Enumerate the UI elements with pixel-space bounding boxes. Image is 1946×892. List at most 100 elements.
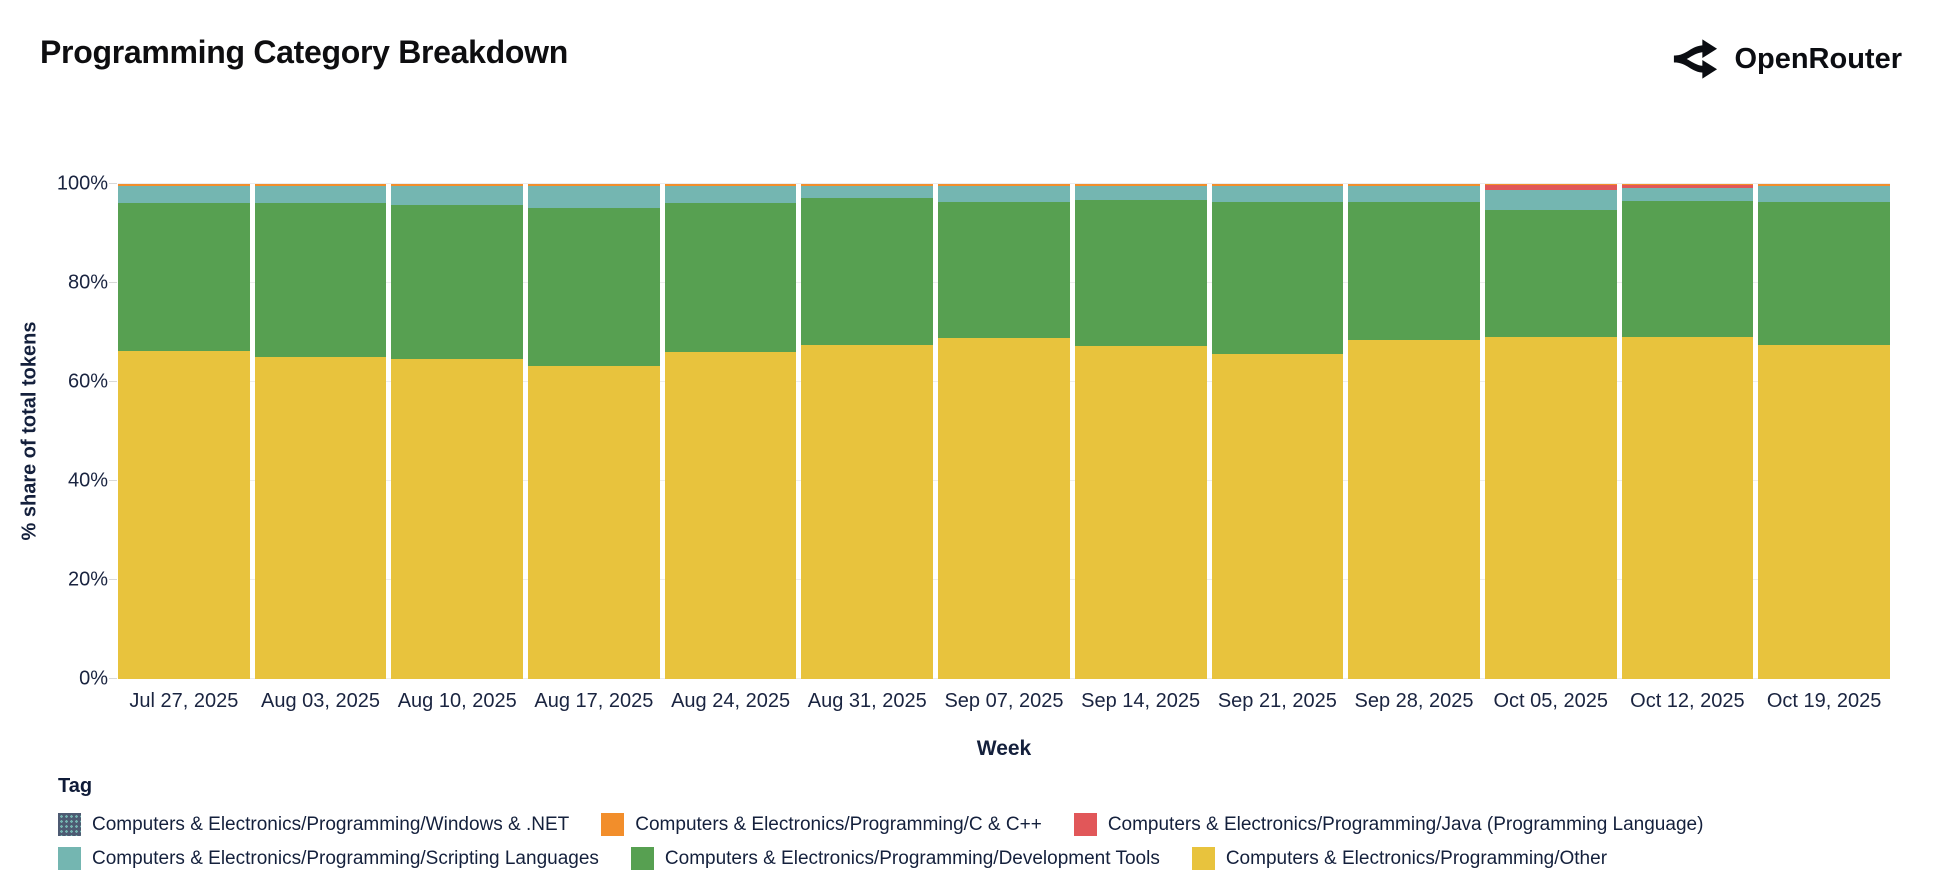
bar-segment[interactable] [1348, 184, 1480, 186]
bar-oct-19-2025[interactable] [1758, 184, 1890, 679]
page-title: Programming Category Breakdown [40, 34, 569, 70]
bar-segment[interactable] [1348, 185, 1480, 202]
legend: Tag Computers & Electronics/Programming/… [58, 775, 1703, 881]
bar-segment[interactable] [1758, 345, 1890, 679]
bar-sep-14-2025[interactable] [1074, 184, 1207, 679]
bar-segment[interactable] [1211, 201, 1344, 355]
bar-segment[interactable] [664, 185, 797, 203]
legend-item[interactable]: Computers & Electronics/Programming/Othe… [1191, 847, 1607, 870]
bar-segment[interactable] [1484, 189, 1617, 210]
bar-segment[interactable] [1758, 185, 1890, 202]
bar-segment[interactable] [664, 184, 797, 186]
bar-segment[interactable] [938, 185, 1070, 202]
legend-swatch [1191, 847, 1215, 870]
bar-segment[interactable] [254, 185, 387, 204]
bar-oct-05-2025[interactable] [1484, 184, 1617, 679]
bar-segment[interactable] [1348, 340, 1480, 679]
bar-segment[interactable] [118, 351, 250, 679]
bar-aug-17-2025[interactable] [528, 184, 660, 679]
y-tick-mark [109, 282, 117, 283]
bar-aug-03-2025[interactable] [254, 184, 387, 679]
brand-logo[interactable]: OpenRouter [1672, 34, 1902, 84]
y-tick-mark [109, 480, 117, 481]
bar-oct-12-2025[interactable] [1621, 184, 1754, 679]
x-tick-label: Sep 28, 2025 [1354, 690, 1474, 712]
bar-segment[interactable] [1484, 185, 1617, 190]
bar-sep-21-2025[interactable] [1211, 184, 1344, 679]
y-tick-mark [109, 381, 117, 382]
bar-segment[interactable] [1621, 185, 1754, 188]
bar-segment[interactable] [1758, 184, 1890, 186]
legend-item[interactable]: Computers & Electronics/Programming/Deve… [630, 847, 1160, 870]
legend-item[interactable]: Computers & Electronics/Programming/Wind… [58, 813, 569, 836]
x-tick-label: Sep 21, 2025 [1217, 690, 1337, 712]
bar-segment[interactable] [1074, 200, 1207, 347]
bar-segment[interactable] [391, 205, 524, 360]
bar-segment[interactable] [391, 184, 524, 186]
legend-item[interactable]: Computers & Electronics/Programming/Scri… [58, 847, 599, 870]
bar-segment[interactable] [1074, 184, 1207, 186]
brand-name: OpenRouter [1734, 42, 1902, 75]
bar-segment[interactable] [1211, 185, 1344, 202]
x-tick-label: Oct 19, 2025 [1766, 690, 1882, 712]
legend-label: Computers & Electronics/Programming/Scri… [92, 847, 599, 869]
x-axis-tick-labels: Jul 27, 2025 Aug 03, 2025 Aug 10, 2025 Aug … [118, 690, 1890, 713]
bar-segment[interactable] [1484, 184, 1617, 186]
bar-segment[interactable] [528, 207, 660, 366]
bar-segment[interactable] [801, 198, 934, 346]
bar-segment[interactable] [254, 203, 387, 358]
bar-segment[interactable] [938, 201, 1070, 338]
bar-sep-07-2025[interactable] [938, 184, 1070, 679]
bar-aug-10-2025[interactable] [391, 184, 524, 679]
plot-area: 0% 20% 40% 60% 80% 100% [57, 173, 1890, 690]
bar-segment[interactable] [664, 202, 797, 352]
bar-segment[interactable] [1621, 187, 1754, 201]
legend-item[interactable]: Computers & Electronics/Programming/Java… [1073, 813, 1703, 836]
legend-row-2: Computers & Electronics/Programming/Scri… [58, 847, 1703, 870]
bar-segment[interactable] [1484, 209, 1617, 337]
bar-segment[interactable] [1621, 200, 1754, 337]
bar-segment[interactable] [1758, 201, 1890, 346]
x-tick-label: Sep 14, 2025 [1081, 690, 1201, 712]
legend-swatch [601, 813, 625, 836]
legend-swatch [630, 847, 654, 870]
bar-segment[interactable] [1621, 336, 1754, 679]
bars-container [118, 184, 1890, 679]
legend-label: Computers & Electronics/Programming/Deve… [664, 847, 1160, 869]
bar-segment[interactable] [1348, 201, 1480, 341]
bar-segment[interactable] [528, 365, 660, 679]
bar-segment[interactable] [801, 185, 934, 199]
bar-segment[interactable] [664, 351, 797, 679]
bar-segment[interactable] [528, 184, 660, 186]
bar-segment[interactable] [391, 185, 524, 206]
bar-segment[interactable] [528, 185, 660, 208]
x-tick-label: Oct 12, 2025 [1630, 690, 1745, 712]
bar-segment[interactable] [1074, 185, 1207, 201]
bar-segment[interactable] [254, 357, 387, 679]
bar-segment[interactable] [118, 184, 250, 186]
legend-item[interactable]: Computers & Electronics/Programming/C & … [601, 813, 1042, 836]
bar-segment[interactable] [801, 184, 934, 186]
bar-segment[interactable] [1074, 346, 1207, 679]
bar-jul-27-2025[interactable] [118, 184, 250, 679]
legend-swatch [58, 847, 81, 870]
bar-segment[interactable] [118, 185, 250, 203]
gridline [118, 183, 1890, 184]
bar-segment[interactable] [1484, 336, 1617, 679]
legend-label: Computers & Electronics/Programming/C & … [635, 813, 1042, 835]
bar-sep-28-2025[interactable] [1348, 184, 1480, 679]
y-tick-label: 0% [79, 667, 108, 690]
y-tick-label: 40% [67, 469, 108, 492]
bar-segment[interactable] [118, 202, 250, 352]
bar-segment[interactable] [1621, 184, 1754, 186]
bar-segment[interactable] [801, 345, 934, 679]
bar-segment[interactable] [391, 359, 524, 679]
bar-segment[interactable] [254, 184, 387, 186]
bar-segment[interactable] [938, 184, 1070, 186]
y-tick-mark [109, 678, 117, 679]
bar-segment[interactable] [1211, 354, 1344, 679]
bar-aug-31-2025[interactable] [801, 184, 934, 679]
bar-aug-24-2025[interactable] [664, 184, 797, 679]
bar-segment[interactable] [938, 337, 1070, 679]
bar-segment[interactable] [1211, 184, 1344, 186]
